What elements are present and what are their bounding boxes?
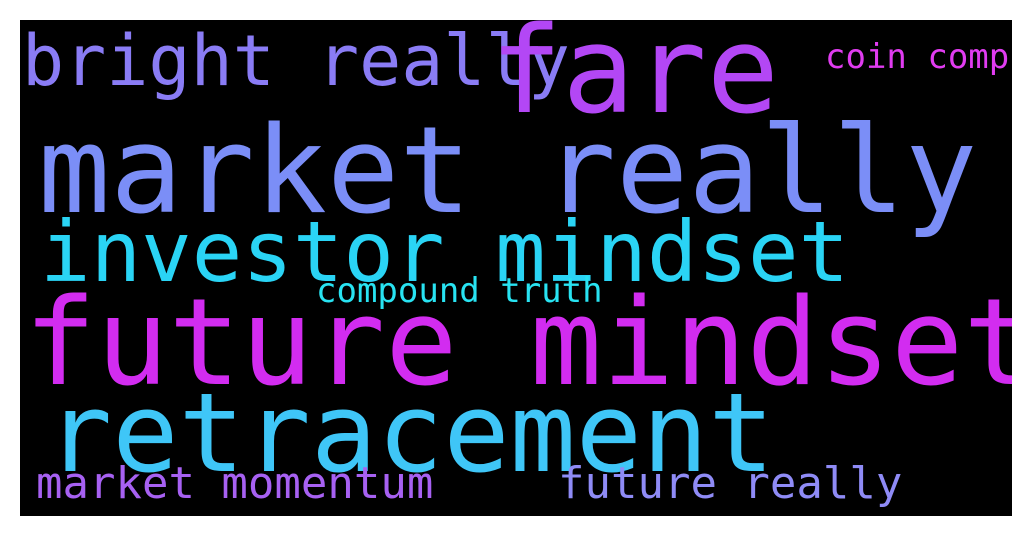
- word-compound-truth: compound truth: [316, 271, 603, 311]
- word-future-really: future really: [558, 458, 903, 509]
- word-fare: fare: [490, 20, 779, 141]
- word-investor-mindset: investor mindset: [40, 203, 850, 301]
- word-market-really: market really: [38, 102, 978, 241]
- word-future-mindset: future mindset: [24, 274, 1012, 413]
- word-bright-really: bright really: [22, 20, 570, 102]
- word-retracement: retracement: [46, 369, 775, 497]
- word-coin-comp: coin comp: [825, 37, 1010, 77]
- word-cloud-canvas: bright really fare coin comp market real…: [20, 20, 1012, 516]
- word-market-momentum: market momentum: [36, 458, 434, 509]
